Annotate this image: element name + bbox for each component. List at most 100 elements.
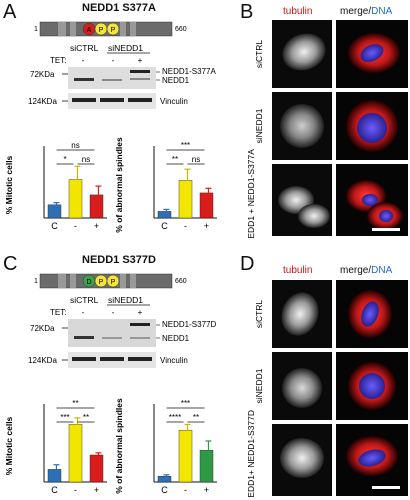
panel-a-letter: A — [3, 1, 17, 23]
bar — [68, 424, 83, 483]
svg-text:P: P — [99, 279, 104, 286]
mw-marker: 124KDa — [28, 356, 57, 365]
svg-text:+: + — [138, 308, 143, 317]
category-label: - — [74, 221, 77, 231]
site-marker: P — [94, 22, 108, 36]
category-label: + — [94, 485, 99, 495]
panel-a-title: NEDD1 S377A — [82, 2, 156, 14]
svg-text:-: - — [112, 308, 115, 317]
row-label: siCTRL — [254, 40, 264, 69]
bar — [89, 194, 104, 219]
panel-b-letter: B — [240, 1, 254, 23]
row-label: siCTRL — [254, 300, 264, 329]
panel-d-header-merge: merge/DNA — [340, 265, 393, 276]
chart-c-abnormal: % of abnormal spindles C - +**** ***** — [114, 398, 217, 495]
panel-b-header-tubulin: tubulin — [283, 6, 313, 17]
mw-marker: 124KDa — [28, 97, 57, 106]
band-label: NEDD1-S377A — [162, 67, 216, 76]
bar — [47, 469, 62, 483]
mw-marker: 72KDa — [30, 70, 55, 79]
domain-end-label: 660 — [175, 278, 187, 285]
dna-label: DNA — [371, 6, 393, 17]
site-marker: P — [106, 22, 120, 36]
micrograph-row — [272, 20, 408, 88]
domain-end-label: 660 — [175, 26, 187, 33]
panel-a-domain-diagram: 1 A P P 660 — [34, 21, 187, 37]
category-label: + — [94, 221, 99, 231]
svg-text:-: - — [82, 56, 85, 65]
category-label: + — [204, 485, 209, 495]
band-label: Vinculin — [160, 356, 188, 365]
panel-a-western-blot: siCTRL siNEDD1 TET: - - + 72KDa NEDD1-S3… — [28, 43, 216, 109]
svg-text:P: P — [111, 27, 116, 34]
domain-start-label: 1 — [34, 278, 38, 285]
y-axis-label: % of abnormal spindles — [114, 137, 124, 233]
site-marker: P — [94, 274, 108, 288]
blot-col-label: siCTRL — [70, 295, 99, 305]
svg-text:A: A — [87, 27, 92, 34]
domain-start-label: 1 — [34, 26, 38, 33]
scale-bar — [372, 228, 400, 231]
category-label: - — [184, 221, 187, 231]
significance-label: *** — [181, 141, 190, 150]
bar — [157, 211, 172, 219]
site-marker: A — [82, 22, 96, 36]
micrograph-row — [272, 92, 408, 160]
significance-label: ** — [72, 399, 78, 408]
svg-text:-: - — [82, 308, 85, 317]
svg-text:-: - — [112, 56, 115, 65]
blot-col-label: siNEDD1 — [108, 43, 143, 53]
panel-d-micrographs: siCTRL siNEDD1 siNEDD1+ NEDD1-S377D — [246, 280, 408, 498]
micrograph-row — [272, 280, 408, 348]
panel-d-header-tubulin: tubulin — [283, 265, 313, 276]
band-label: NEDD1 — [162, 76, 190, 85]
bar — [47, 204, 62, 219]
site-marker: P — [106, 274, 120, 288]
panel-c-letter: C — [3, 253, 18, 275]
band-label: Vinculin — [160, 97, 188, 106]
significance-label: **** — [169, 413, 181, 422]
svg-text:+: + — [138, 56, 143, 65]
category-label: - — [74, 485, 77, 495]
category-label: C — [51, 221, 58, 231]
scale-bar — [372, 486, 400, 489]
bar — [199, 450, 214, 483]
site-marker: D — [82, 274, 96, 288]
category-label: C — [51, 485, 58, 495]
blot-col-label: siCTRL — [70, 43, 99, 53]
row-label: siNEDD1 — [254, 108, 264, 143]
significance-label: ns — [71, 141, 79, 150]
row-label: siNEDD1 + NEDD1-S377A — [246, 149, 256, 238]
band-label: NEDD1 — [162, 334, 190, 343]
significance-label: ** — [172, 155, 178, 164]
panel-c-domain-diagram: 1 D P P 660 — [34, 273, 187, 289]
svg-text:P: P — [111, 279, 116, 286]
svg-text:D: D — [86, 279, 91, 286]
y-axis-label: % of abnormal spindles — [114, 398, 124, 494]
y-axis-label: % Mitotic cells — [4, 155, 14, 214]
panel-d-letter: D — [240, 253, 255, 275]
row-label: siNEDD1+ NEDD1-S377D — [246, 410, 256, 498]
tet-label: TET: — [50, 56, 66, 65]
bar — [199, 192, 214, 219]
panel-b-micrographs: siCTRL siNEDD1 siNEDD1 + NEDD1-S377A — [246, 20, 408, 238]
panel-b-header-merge: merge/DNA — [340, 6, 393, 17]
chart-a-abnormal: % of abnormal spindles C - + ** ns*** — [114, 137, 217, 233]
blot-col-label: siNEDD1 — [108, 295, 143, 305]
svg-text:P: P — [99, 27, 104, 34]
significance-label: ** — [83, 413, 89, 422]
significance-label: *** — [181, 399, 190, 408]
panel-c-western-blot: siCTRL siNEDD1 TET: - - + 72KDa NEDD1-S3… — [28, 295, 216, 368]
category-label: C — [161, 485, 168, 495]
dna-label: DNA — [371, 265, 393, 276]
category-label: C — [161, 221, 168, 231]
mw-marker: 72KDa — [30, 324, 55, 333]
panel-c-title: NEDD1 S377D — [82, 254, 156, 266]
bar — [178, 429, 193, 483]
significance-label: ** — [193, 413, 199, 422]
band-label: NEDD1-S377D — [162, 320, 216, 329]
significance-label: *** — [60, 413, 69, 422]
row-label: siNEDD1 — [254, 368, 264, 403]
